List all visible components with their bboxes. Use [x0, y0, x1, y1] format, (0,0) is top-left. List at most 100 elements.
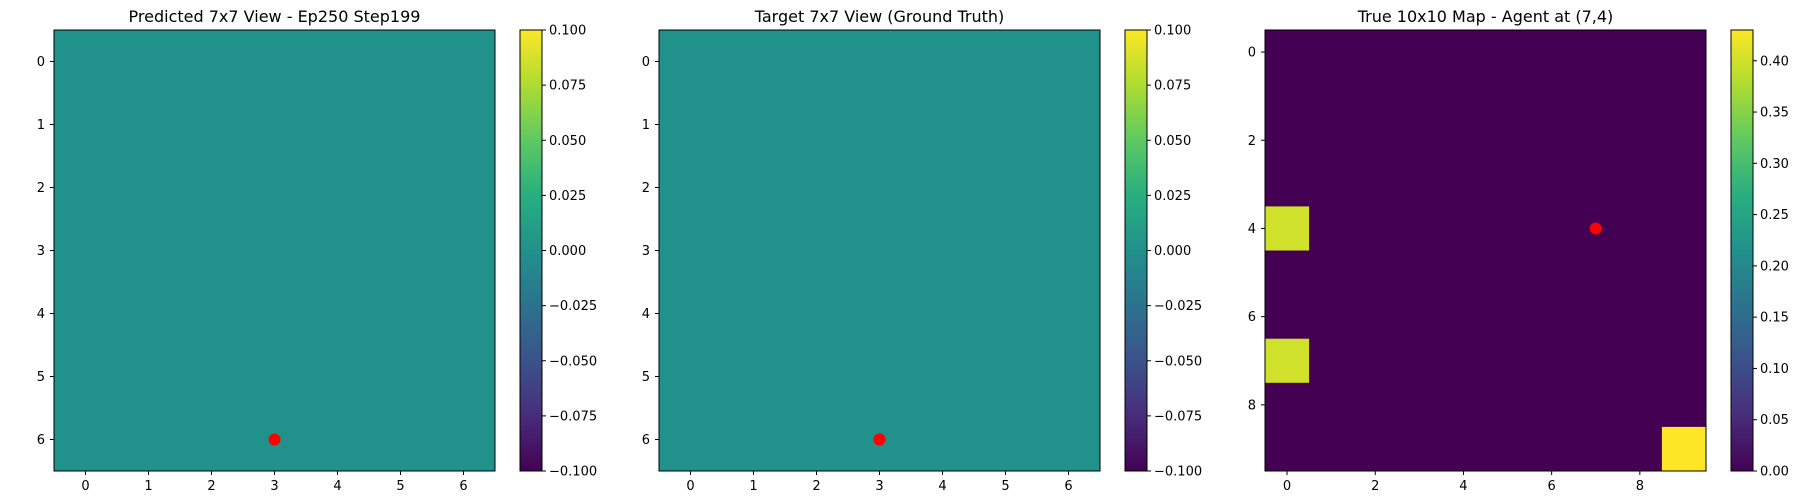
heatmap-cell-r0-c6 — [432, 30, 496, 94]
heatmap-cell-r2-c5 — [974, 156, 1038, 220]
heatmap-cell-r8-c6 — [1529, 382, 1575, 428]
y-tick-label: 3 — [37, 244, 45, 259]
heatmap-cell-r8-c8 — [1617, 382, 1663, 428]
heatmap-cell-r4-c8 — [1617, 206, 1663, 251]
heatmap-cell-r3-c3 — [1397, 162, 1442, 207]
heatmap-cell-r3-c4 — [911, 219, 975, 283]
heatmap-cell-r0-c6 — [1529, 30, 1575, 75]
heatmap-cell-r0-c0 — [659, 30, 723, 94]
heatmap-cell-r0-c4 — [911, 30, 975, 94]
heatmap-cell-r2-c4 — [1441, 118, 1486, 163]
heatmap-cell-r4-c5 — [1485, 206, 1531, 251]
chart-title: Predicted 7x7 View - Ep250 Step199 — [129, 7, 421, 26]
y-tick-label: 2 — [1248, 134, 1256, 149]
heatmap-cell-r1-c3 — [243, 93, 307, 157]
heatmap-cell-r2-c5 — [369, 156, 433, 220]
heatmap-cell-r6-c1 — [117, 408, 181, 472]
heatmap-cell-r1-c2 — [785, 93, 849, 157]
heatmap-cell-r2-c6 — [432, 156, 496, 220]
heatmap-cell-r4-c0 — [54, 282, 118, 346]
colorbar-tick-label: −0.075 — [1154, 409, 1202, 424]
heatmap-cell-r7-c4 — [1441, 338, 1486, 384]
heatmap-cell-r5-c1 — [117, 345, 181, 409]
heatmap-cell-r1-c3 — [1397, 74, 1442, 119]
heatmap-cell-r3-c5 — [974, 219, 1038, 283]
colorbar-tick-label: −0.025 — [1154, 299, 1202, 314]
heatmap-cell-r6-c5 — [369, 408, 433, 472]
heatmap-cell-r6-c2 — [180, 408, 244, 472]
heatmap-cell-r9-c4 — [1441, 426, 1486, 472]
heatmap-cell-r2-c0 — [659, 156, 723, 220]
x-tick-label: 4 — [1459, 479, 1467, 494]
y-tick-label: 5 — [642, 370, 650, 385]
heatmap-cell-r6-c1 — [1309, 294, 1354, 340]
heatmap-cell-r1-c6 — [432, 93, 496, 157]
x-tick-label: 8 — [1636, 479, 1644, 494]
heatmap-cell-r2-c3 — [848, 156, 912, 220]
heatmap-cell-r4-c4 — [306, 282, 370, 346]
heatmap-cell-r1-c1 — [1309, 74, 1354, 119]
heatmap-cell-r9-c5 — [1485, 426, 1531, 472]
heatmap-cell-r3-c8 — [1617, 162, 1663, 207]
colorbar — [1730, 29, 1754, 472]
y-tick-label: 2 — [642, 181, 650, 196]
heatmap-cell-r0-c4 — [1441, 30, 1486, 75]
heatmap-cell-r8-c2 — [1353, 382, 1398, 428]
heatmap-cell-r5-c3 — [243, 345, 307, 409]
heatmap-cell-r3-c0 — [54, 219, 118, 283]
heatmap-cell-r7-c0 — [1265, 338, 1310, 384]
heatmap-cell-r7-c5 — [1485, 338, 1531, 384]
heatmap-cell-r0-c2 — [785, 30, 849, 94]
chart-1: Predicted 7x7 View - Ep250 Step199 0 1 2 3 4 5… — [37, 7, 597, 494]
heatmap-cell-r2-c2 — [785, 156, 849, 220]
heatmap-cell-r1-c0 — [1265, 74, 1310, 119]
colorbar-tick-label: 0.15 — [1760, 311, 1789, 326]
colorbar — [519, 29, 543, 472]
heatmap-cell-r1-c7 — [1573, 74, 1619, 119]
y-tick-label: 0 — [1248, 46, 1256, 61]
heatmap-cell-r5-c4 — [306, 345, 370, 409]
heatmap-cell-r2-c8 — [1617, 118, 1663, 163]
x-tick-label: 3 — [270, 479, 278, 494]
heatmap-cell-r2-c5 — [1485, 118, 1531, 163]
heatmap-cell-r9-c8 — [1617, 426, 1663, 472]
heatmap-cell-r2-c0 — [1265, 118, 1310, 163]
heatmap-cell-r6-c6 — [432, 408, 496, 472]
x-tick-label: 3 — [875, 479, 883, 494]
x-tick-label: 6 — [459, 479, 467, 494]
colorbar-tick-label: 0.30 — [1760, 157, 1789, 172]
colorbar-tick-label: 0.000 — [549, 244, 586, 259]
heatmap-cell-r1-c4 — [911, 93, 975, 157]
heatmap-cell-r8-c1 — [1309, 382, 1354, 428]
heatmap-cell-r1-c9 — [1661, 74, 1707, 119]
heatmap-cell-r3-c6 — [1529, 162, 1575, 207]
heatmap-cell-r9-c6 — [1529, 426, 1575, 472]
heatmap-cell-r8-c5 — [1485, 382, 1531, 428]
heatmap-cell-r3-c5 — [1485, 162, 1531, 207]
heatmap-cell-r6-c8 — [1617, 294, 1663, 340]
heatmap-cell-r3-c7 — [1573, 162, 1619, 207]
colorbar-tick-label: 0.20 — [1760, 259, 1789, 274]
colorbar-tick-label: 0.05 — [1760, 413, 1789, 428]
heatmap-cell-r4-c1 — [722, 282, 786, 346]
heatmap-cell-r5-c0 — [54, 345, 118, 409]
x-tick-label: 0 — [686, 479, 694, 494]
heatmap-cell-r6-c9 — [1661, 294, 1707, 340]
x-tick-label: 6 — [1064, 479, 1072, 494]
heatmap-cell-r4-c3 — [848, 282, 912, 346]
colorbar-tick-label: −0.050 — [1154, 354, 1202, 369]
heatmap-cell-r9-c3 — [1397, 426, 1442, 472]
chart-title: True 10x10 Map - Agent at (7,4) — [1357, 7, 1614, 26]
heatmap-cell-r0-c4 — [306, 30, 370, 94]
agent-marker — [268, 433, 281, 446]
x-tick-label: 4 — [938, 479, 946, 494]
heatmap-cell-r5-c0 — [1265, 250, 1310, 296]
heatmap-cell-r4-c6 — [1529, 206, 1575, 251]
heatmap-cell-r2-c9 — [1661, 118, 1707, 163]
x-tick-label: 2 — [812, 479, 820, 494]
heatmap-cell-r6-c5 — [974, 408, 1038, 472]
heatmap-cell-r5-c6 — [1037, 345, 1101, 409]
heatmap-cell-r5-c9 — [1661, 250, 1707, 296]
heatmap-cell-r0-c5 — [1485, 30, 1531, 75]
heatmap-cell-r8-c7 — [1573, 382, 1619, 428]
